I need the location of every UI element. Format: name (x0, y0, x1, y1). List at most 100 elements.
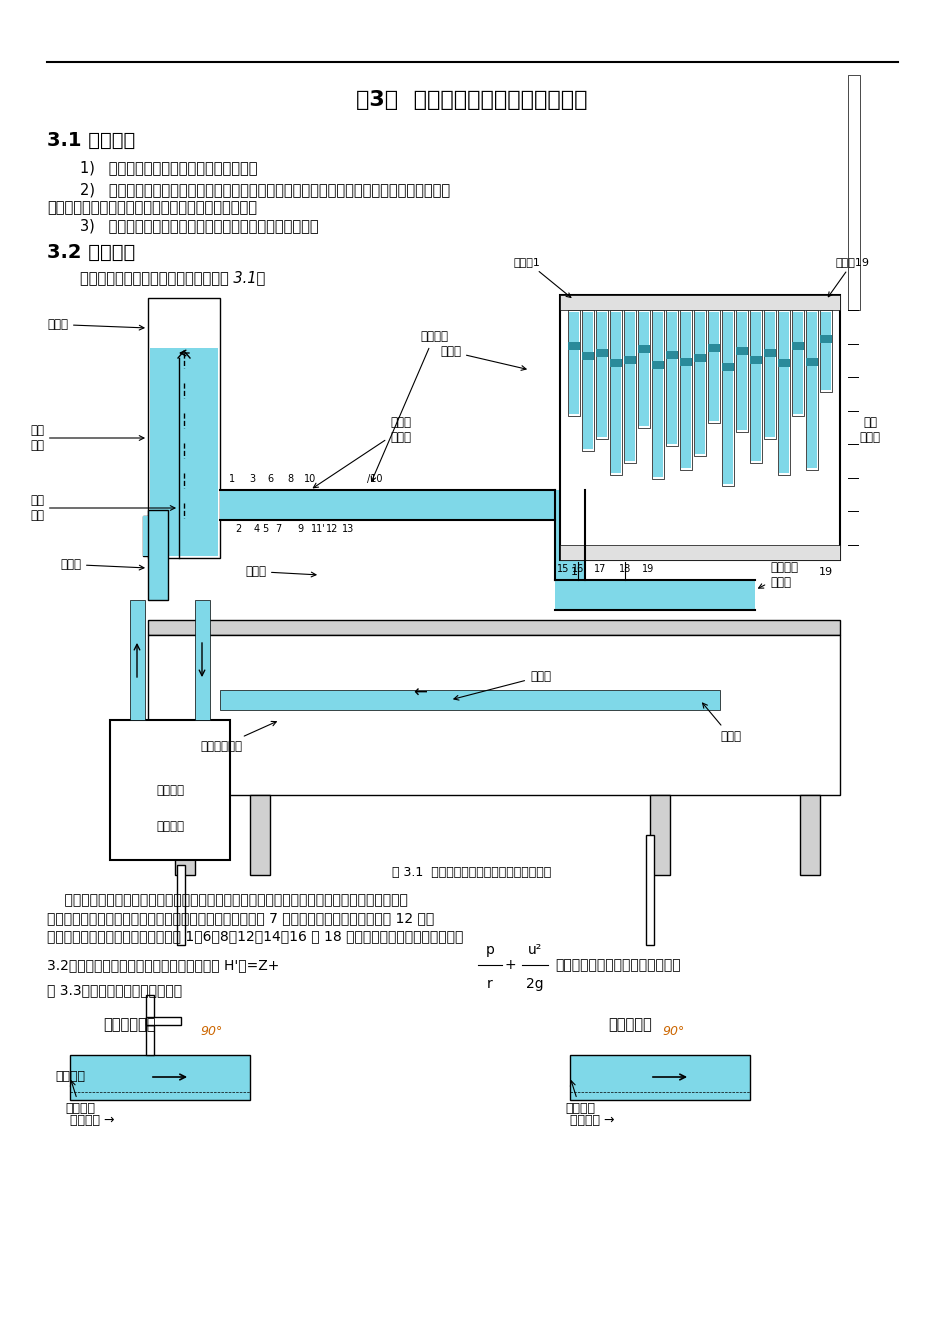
Bar (800, 795, 819, 875)
Bar (560, 294, 839, 561)
Bar (805, 310, 818, 470)
Text: 供水管: 供水管 (59, 558, 143, 571)
Text: 3)   掌握流速、流量等动水力学水力要素的实验量测技能。: 3) 掌握流速、流量等动水力学水力要素的实验量测技能。 (80, 218, 318, 234)
Text: 验台等组成，流体在管道流动时通过分布在实验管道各处的 7 根皮托管测压管测量总水头或 12 根普: 验台等组成，流体在管道流动时通过分布在实验管道各处的 7 根皮托管测压管测量总水… (47, 911, 434, 925)
Bar (666, 351, 677, 359)
Text: 实验管道: 实验管道 (55, 1070, 85, 1084)
Text: 16: 16 (571, 565, 583, 574)
Text: 8: 8 (287, 474, 293, 484)
Bar (148, 298, 220, 558)
Bar (70, 1054, 250, 1100)
Text: 溢流板: 溢流板 (47, 318, 143, 330)
Bar (736, 312, 746, 431)
Bar (750, 312, 760, 460)
Text: 供水水箱: 供水水箱 (156, 784, 184, 796)
Bar (568, 312, 579, 413)
Text: 实验流量
调节阀: 实验流量 调节阀 (758, 561, 797, 589)
Bar (150, 348, 218, 557)
Text: 1)   掌握用测压管测量流体静压强的技能。: 1) 掌握用测压管测量流体静压强的技能。 (80, 161, 257, 175)
Bar (130, 599, 144, 720)
Bar (791, 310, 803, 416)
Text: 说明：本实验装置由供水水箱及恒压水箱、实验管道（共有三种不同径的管道）、测压计、实: 说明：本实验装置由供水水箱及恒压水箱、实验管道（共有三种不同径的管道）、测压计、… (47, 892, 408, 907)
Bar (148, 636, 839, 795)
Bar (554, 579, 754, 610)
Text: 90°: 90° (200, 1025, 222, 1038)
Bar (666, 310, 677, 447)
Text: 实验台: 实验台 (701, 702, 740, 743)
Text: 11': 11' (311, 524, 325, 534)
Bar (792, 312, 802, 413)
Bar (646, 835, 653, 945)
Text: 9: 9 (296, 524, 303, 534)
Text: 图 3.3），用于测量测压管水头。: 图 3.3），用于测量测压管水头。 (47, 983, 182, 997)
Text: 皮托管
测压管: 皮托管 测压管 (313, 416, 411, 488)
Text: p: p (485, 943, 494, 957)
Text: u²: u² (528, 943, 542, 957)
Text: 2: 2 (235, 524, 241, 534)
Text: 来流方向 →: 来流方向 → (70, 1113, 114, 1127)
Text: 通测压管测量测压管水头，其中测点 1、6、8、12、14、16 和 18 均为皮托管测压管（示意图见图: 通测压管测量测压管水头，其中测点 1、6、8、12、14、16 和 18 均为皮… (47, 929, 463, 943)
Bar (148, 510, 168, 599)
Bar (145, 1017, 181, 1025)
Text: 实验管道: 实验管道 (371, 330, 447, 482)
Text: 皮托管测压管: 皮托管测压管 (104, 1017, 156, 1033)
Bar (693, 353, 705, 361)
Bar (806, 312, 817, 468)
Text: ），其余为普通测压管（示意图见: ），其余为普通测压管（示意图见 (554, 958, 680, 971)
Bar (791, 341, 803, 349)
Text: ←: ← (413, 684, 427, 702)
Text: 1: 1 (570, 567, 577, 577)
Text: 对基本概念的理解，提高解决静力学实际问题的能力。: 对基本概念的理解，提高解决静力学实际问题的能力。 (47, 201, 257, 215)
Text: 90°: 90° (662, 1025, 683, 1038)
Text: 3.2 实验装置: 3.2 实验装置 (47, 242, 135, 261)
Text: 第3章  能量方程（伯努利方程）实验: 第3章 能量方程（伯努利方程）实验 (356, 90, 587, 110)
Bar (623, 310, 635, 463)
Bar (707, 310, 719, 423)
Bar (778, 312, 788, 472)
Text: 图 3.1  能量方程（伯努利方程）实验装置图: 图 3.1 能量方程（伯努利方程）实验装置图 (392, 867, 551, 879)
Text: r: r (486, 977, 493, 991)
Bar (693, 310, 705, 456)
Bar (819, 310, 831, 392)
Bar (651, 361, 664, 369)
Bar (847, 75, 859, 310)
Bar (805, 359, 818, 365)
Text: 10: 10 (304, 474, 316, 484)
Bar (624, 312, 634, 460)
Text: 17: 17 (593, 565, 605, 574)
Text: 15: 15 (556, 565, 568, 574)
Bar (143, 516, 151, 557)
Text: 19: 19 (641, 565, 653, 574)
Bar (694, 312, 704, 454)
Text: 能量方程（伯努利方程）实验装置见图 3.1。: 能量方程（伯努利方程）实验装置见图 3.1。 (80, 270, 265, 285)
Text: 4: 4 (254, 524, 260, 534)
Text: 测压计: 测压计 (440, 345, 526, 371)
Bar (721, 363, 733, 371)
Bar (722, 312, 733, 484)
Bar (610, 360, 621, 368)
Text: 2g: 2g (526, 977, 543, 991)
Bar (610, 310, 621, 475)
Text: 3.1 实验目的: 3.1 实验目的 (47, 131, 135, 150)
Text: 实验管道: 实验管道 (565, 1081, 595, 1115)
Bar (560, 294, 839, 310)
Bar (143, 516, 151, 557)
Bar (596, 310, 607, 439)
Text: 3: 3 (248, 474, 255, 484)
Bar (582, 352, 594, 360)
Text: 7: 7 (275, 524, 280, 534)
Bar (567, 341, 580, 349)
Text: 供水水箱: 供水水箱 (156, 820, 184, 834)
Bar (750, 310, 761, 463)
Text: 测压管1: 测压管1 (514, 257, 570, 297)
Bar (708, 312, 718, 420)
Bar (777, 360, 789, 368)
Bar (652, 312, 663, 478)
Bar (567, 310, 580, 416)
Text: 稳水
隔板: 稳水 隔板 (30, 494, 175, 522)
Bar (582, 310, 594, 451)
Bar (765, 312, 774, 438)
Bar (250, 795, 270, 875)
Bar (611, 312, 620, 472)
Text: 测压点: 测压点 (244, 565, 315, 578)
